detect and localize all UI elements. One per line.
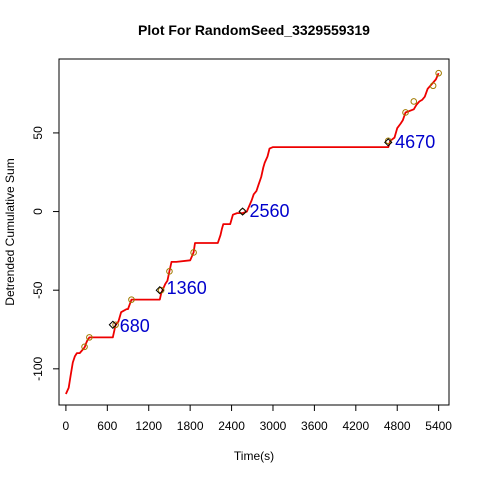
annotation-label: 680 [120, 316, 150, 336]
circle-marker [190, 249, 197, 256]
x-axis-label: Time(s) [234, 449, 274, 463]
y-axis: -100 -50 0 50 [31, 126, 59, 381]
x-tick-label: 1800 [177, 419, 204, 433]
diamond-marker [108, 320, 118, 329]
series-layer [65, 72, 440, 395]
y-tick-label: 50 [31, 126, 45, 140]
x-tick-label: 0 [63, 419, 70, 433]
annotation-layer: 680 1360 2560 4670 [120, 132, 435, 336]
y-tick-label: 0 [31, 208, 45, 215]
circle-marker [435, 69, 442, 77]
marker-layer [81, 69, 442, 351]
plot-frame [58, 58, 450, 406]
y-tick-label: -100 [31, 356, 45, 380]
circle-marker [429, 82, 437, 90]
circle-marker [384, 137, 392, 145]
y-axis-label: Detrended Cumulative Sum [3, 158, 17, 305]
chart-title: Plot For RandomSeed_3329559319 [138, 22, 370, 38]
x-tick-label: 3000 [260, 419, 287, 433]
x-tick-label: 5400 [425, 419, 452, 433]
circle-marker [410, 98, 418, 105]
x-tick-label: 600 [97, 419, 117, 433]
x-tick-label: 4800 [384, 419, 411, 433]
annotation-label: 1360 [167, 278, 207, 298]
diamond-marker [238, 207, 247, 216]
diamond-marker [384, 138, 393, 147]
circle-marker [81, 343, 88, 351]
circle-marker [86, 334, 93, 341]
x-tick-label: 3600 [301, 419, 328, 433]
circle-marker [112, 321, 119, 329]
annotation-label: 2560 [250, 201, 290, 221]
series-line [65, 72, 440, 395]
annotation-label: 4670 [395, 132, 435, 152]
diamond-marker [155, 285, 164, 295]
x-tick-label: 2400 [218, 419, 245, 433]
circle-marker [402, 109, 409, 116]
circle-marker [128, 296, 135, 303]
x-tick-label: 1200 [135, 419, 162, 433]
x-axis: 0 600 1200 1800 2400 3000 3600 4200 4800 5400 [63, 405, 452, 433]
x-tick-label: 4200 [342, 419, 369, 433]
circle-marker [166, 268, 173, 275]
y-tick-label: -50 [31, 281, 45, 299]
